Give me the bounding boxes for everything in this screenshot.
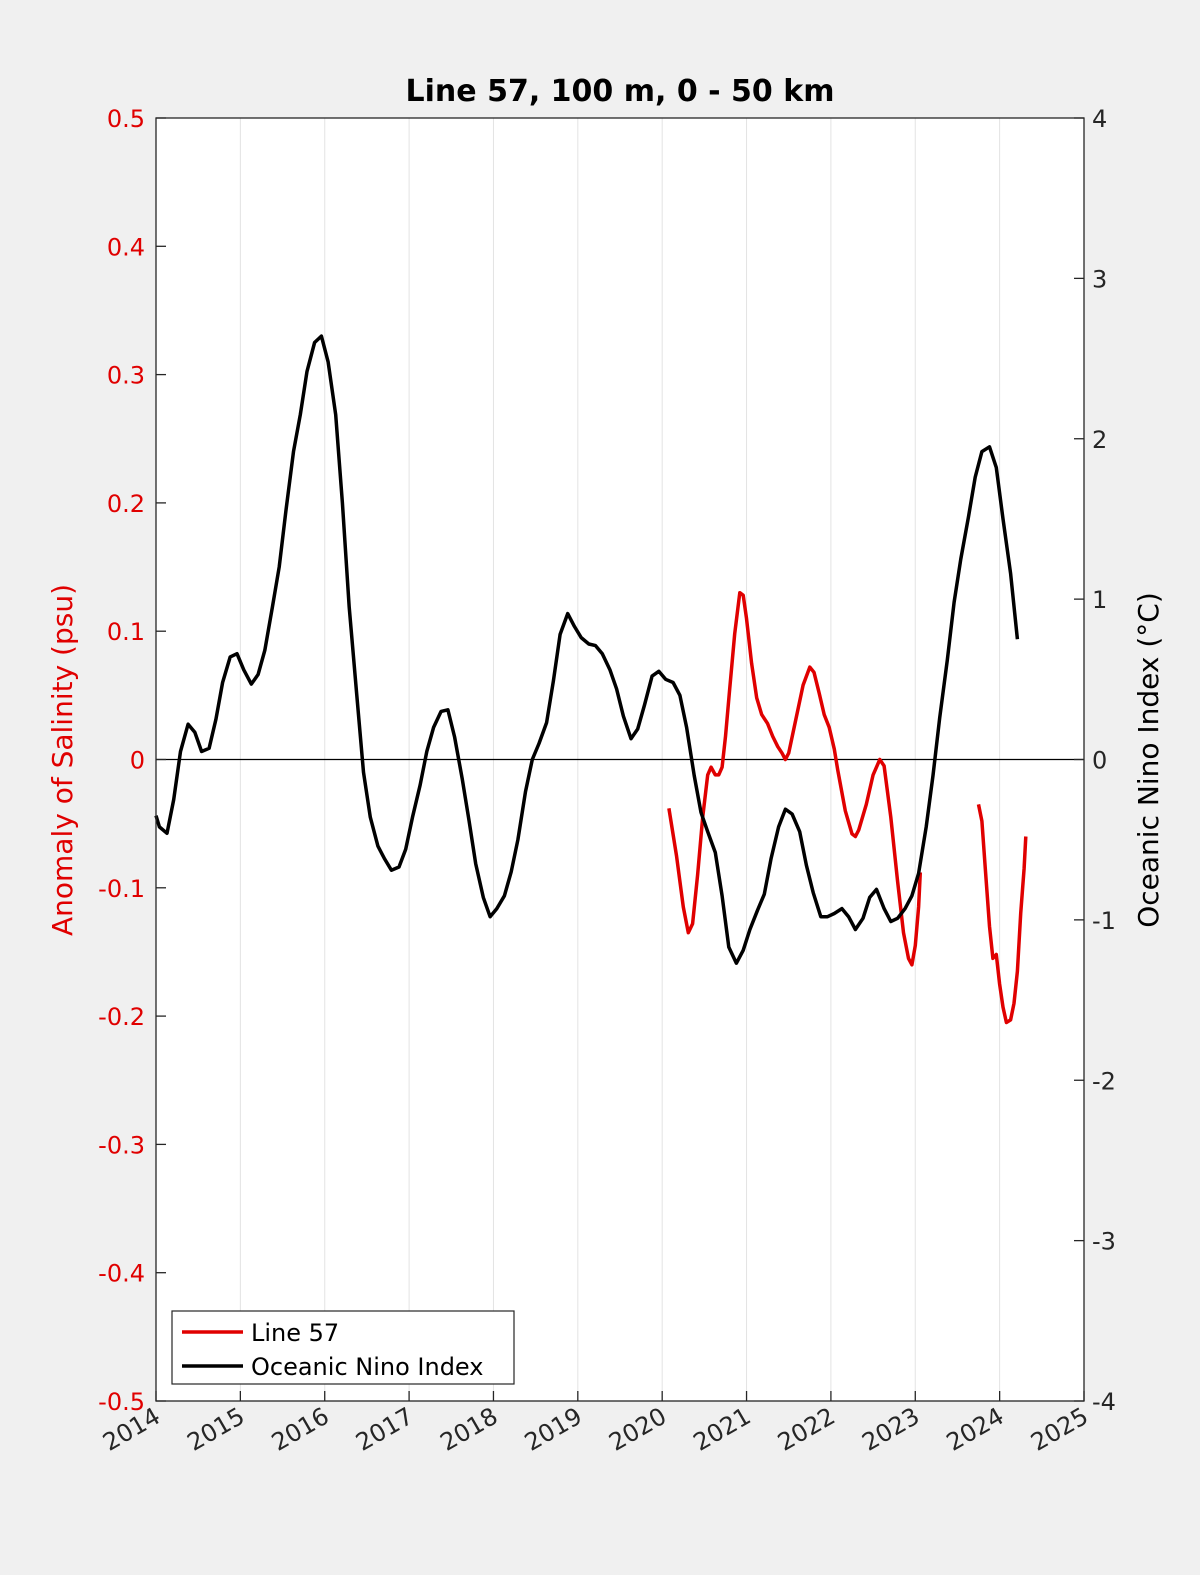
y-left-tick-label: -0.1	[98, 875, 145, 903]
y-left-tick-label: 0	[130, 747, 145, 775]
y-right-tick-label: 1	[1092, 586, 1107, 614]
y-left-tick-label: 0.5	[107, 105, 145, 133]
y-right-tick-label: 2	[1092, 426, 1107, 454]
y-right-tick-label: -4	[1092, 1388, 1116, 1416]
series-layer	[154, 334, 1028, 1025]
series-line-line-57	[976, 804, 1028, 1025]
y-left-tick-label: -0.3	[98, 1131, 145, 1159]
y-right-tick-label: -3	[1092, 1228, 1116, 1256]
chart-title: Line 57, 100 m, 0 - 50 km	[406, 74, 835, 109]
y-left-tick-label: -0.2	[98, 1003, 145, 1031]
legend-label-oceanic-nino-index: Oceanic Nino Index	[251, 1353, 483, 1381]
y-right-tick-label: -2	[1092, 1067, 1116, 1095]
y-right-tick-label: 0	[1092, 747, 1107, 775]
y-left-tick-label: 0.2	[107, 490, 145, 518]
y-left-tick-label: -0.5	[98, 1388, 145, 1416]
y-left-tick-label: 0.3	[107, 362, 145, 390]
y-left-tick-label: 0.4	[107, 233, 145, 261]
y-right-tick-label: -1	[1092, 907, 1116, 935]
y-left-tick-label: 0.1	[107, 618, 145, 646]
series-line-line-57	[667, 590, 923, 967]
legend: Line 57 Oceanic Nino Index	[171, 1310, 515, 1385]
y-right-tick-label: 3	[1092, 265, 1107, 293]
legend-label-line-57: Line 57	[251, 1319, 339, 1347]
y-axis-left-label: Anomaly of Salinity (psu)	[46, 584, 79, 936]
legend-box	[171, 1310, 515, 1385]
series-line-oceanic-nino-index	[154, 334, 1020, 965]
y-axis-right-label: Oceanic Nino Index (°C)	[1132, 592, 1165, 928]
y-left-tick-label: -0.4	[98, 1260, 145, 1288]
y-right-tick-label: 4	[1092, 105, 1107, 133]
